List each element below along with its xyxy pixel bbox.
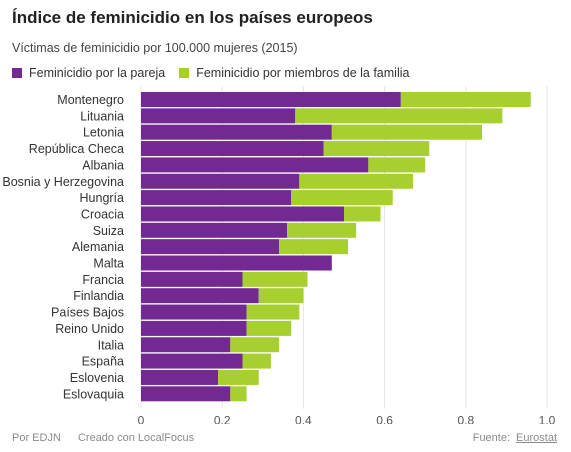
bar-familia[interactable] xyxy=(295,108,503,124)
bar-pareja[interactable] xyxy=(141,157,369,173)
bar-pareja[interactable] xyxy=(141,173,300,189)
chart-title: Índice de feminicidio en los países euro… xyxy=(12,8,373,27)
legend-item-familia[interactable]: Feminicidio por miembros de la familia xyxy=(179,66,409,80)
footer-source-link[interactable]: Eurostat xyxy=(516,432,557,444)
bar-familia[interactable] xyxy=(331,124,483,140)
bar-familia[interactable] xyxy=(230,337,280,353)
bar-familia[interactable] xyxy=(299,173,414,189)
legend-item-pareja[interactable]: Feminicidio por la pareja xyxy=(12,66,165,80)
bar-familia[interactable] xyxy=(230,386,247,402)
legend-label-familia: Feminicidio por miembros de la familia xyxy=(196,66,410,80)
x-tick-label: 0 xyxy=(138,414,145,424)
bar-pareja[interactable] xyxy=(141,304,247,320)
bar-familia[interactable] xyxy=(287,222,357,238)
y-category-label: Suiza xyxy=(93,224,124,238)
y-category-label: Hungría xyxy=(80,191,125,205)
y-category-label: Montenegro xyxy=(57,93,124,107)
y-category-label: Alemania xyxy=(72,240,124,254)
footer-by: Por EDJN xyxy=(12,432,61,444)
bar-familia[interactable] xyxy=(279,239,349,255)
bar-familia[interactable] xyxy=(258,288,304,304)
bar-pareja[interactable] xyxy=(141,141,324,157)
bar-pareja[interactable] xyxy=(141,320,247,336)
y-category-label: Eslovaquia xyxy=(63,387,124,401)
bar-pareja[interactable] xyxy=(141,369,219,385)
footer-created: Creado con LocalFocus xyxy=(77,432,195,444)
bar-familia[interactable] xyxy=(323,141,430,157)
y-category-label: Letonia xyxy=(83,126,124,140)
chart-subtitle: Víctimas de feminicidio por 100.000 muje… xyxy=(12,41,298,55)
y-category-label: Malta xyxy=(93,257,124,271)
y-category-label: España xyxy=(82,355,124,369)
x-tick-label: 0,6 xyxy=(376,414,393,424)
y-category-label: Finlandia xyxy=(73,289,124,303)
footer-source: Fuente: Eurostat xyxy=(473,432,557,444)
y-category-label: Croacia xyxy=(81,207,124,221)
bar-familia[interactable] xyxy=(242,271,308,287)
legend-label-pareja: Feminicidio por la pareja xyxy=(29,66,166,80)
y-category-label: Reino Unido xyxy=(55,322,124,336)
bar-pareja[interactable] xyxy=(141,353,243,369)
bar-familia[interactable] xyxy=(218,369,259,385)
y-category-label: Bosnia y Herzegovina xyxy=(2,175,124,189)
bar-pareja[interactable] xyxy=(141,108,296,124)
bar-familia[interactable] xyxy=(242,353,271,369)
x-tick-label: 0,8 xyxy=(457,414,474,424)
x-tick-label: 1,0 xyxy=(539,414,556,424)
y-category-label: Albania xyxy=(82,158,124,172)
y-category-label: Italia xyxy=(98,338,124,352)
bar-pareja[interactable] xyxy=(141,239,280,255)
y-category-label: Eslovenia xyxy=(70,371,124,385)
bar-familia[interactable] xyxy=(246,320,292,336)
legend-swatch-familia xyxy=(179,68,190,78)
y-category-label: Lituania xyxy=(80,109,124,123)
bar-pareja[interactable] xyxy=(141,190,292,206)
bar-pareja[interactable] xyxy=(141,222,288,238)
y-category-label: Países Bajos xyxy=(51,306,124,320)
footer-credits: Por EDJN Creado con LocalFocus xyxy=(12,432,208,444)
bar-familia[interactable] xyxy=(368,157,426,173)
bar-pareja[interactable] xyxy=(141,288,259,304)
footer-source-label: Fuente: xyxy=(472,432,511,444)
bar-familia[interactable] xyxy=(344,206,381,222)
x-tick-label: 0,4 xyxy=(295,414,312,424)
y-category-label: Francia xyxy=(82,273,124,287)
bar-pareja[interactable] xyxy=(141,206,344,222)
legend-swatch-pareja xyxy=(12,68,22,78)
bar-pareja[interactable] xyxy=(141,337,231,353)
bar-pareja[interactable] xyxy=(141,271,243,287)
x-tick-label: 0,2 xyxy=(214,414,231,424)
bar-familia[interactable] xyxy=(246,304,300,320)
bar-pareja[interactable] xyxy=(141,124,332,140)
bar-familia[interactable] xyxy=(291,190,393,206)
chart-area: 0 0,2 0,4 0,6 0,8 1,0 Montenegro Lituania Letoni… xyxy=(2,86,556,424)
bar-familia[interactable] xyxy=(400,92,531,107)
bar-pareja[interactable] xyxy=(141,255,332,271)
y-category-label: República Checa xyxy=(29,142,124,156)
bar-pareja[interactable] xyxy=(141,386,231,402)
legend: Feminicidio por la pareja Feminicidio po… xyxy=(12,66,423,80)
bar-pareja[interactable] xyxy=(141,92,401,107)
